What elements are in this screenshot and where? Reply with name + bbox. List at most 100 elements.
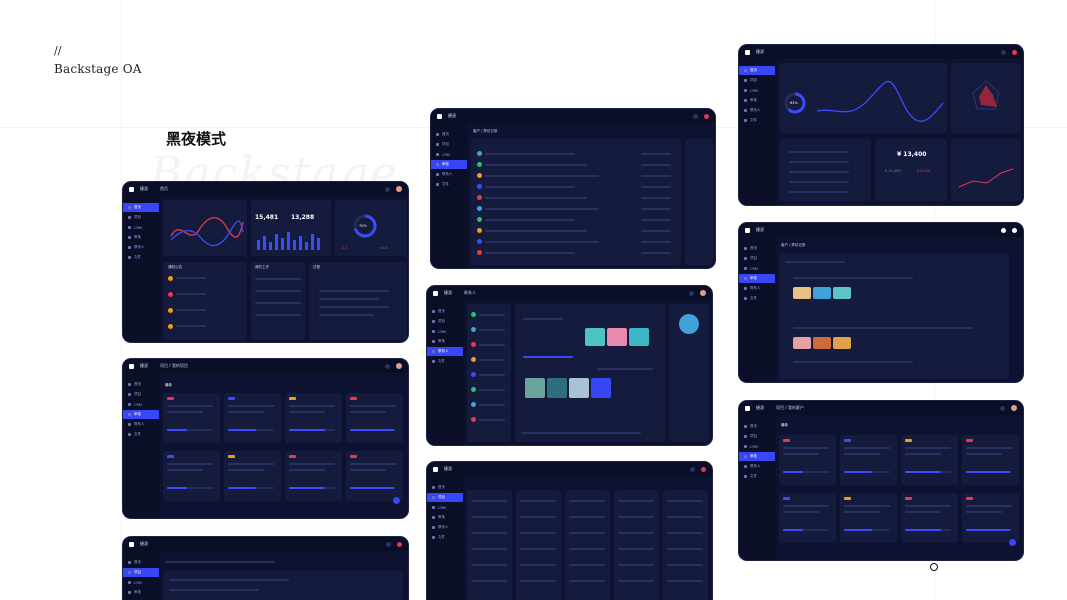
sidebar-item[interactable]: 联系人 <box>427 523 463 532</box>
close-icon[interactable] <box>1012 49 1017 55</box>
sidebar-item[interactable]: 项目 <box>739 254 775 263</box>
sidebar-item[interactable]: 首页 <box>739 422 775 431</box>
sidebar-item[interactable]: CRM <box>123 223 159 232</box>
sidebar-item[interactable]: 联系人 <box>739 462 775 471</box>
sidebar-item[interactable]: CRM <box>431 150 467 159</box>
sidebar-item[interactable]: 首页 <box>739 66 775 75</box>
card[interactable] <box>163 393 220 443</box>
sidebar-item[interactable]: 首页 <box>123 558 159 567</box>
avatar[interactable] <box>471 372 476 377</box>
avatar[interactable] <box>471 387 476 392</box>
card[interactable] <box>224 451 281 501</box>
card[interactable] <box>779 435 836 485</box>
circle-icon[interactable] <box>1001 227 1006 233</box>
sidebar-item[interactable]: CRM <box>427 503 463 512</box>
sidebar-item[interactable]: 审批 <box>427 337 463 346</box>
avatar[interactable] <box>1011 405 1017 411</box>
add-button[interactable] <box>1009 539 1016 546</box>
sidebar-item[interactable]: 项目 <box>431 140 467 149</box>
card[interactable] <box>962 493 1019 543</box>
list-item[interactable] <box>485 219 575 221</box>
sidebar-item[interactable]: 首页 <box>123 380 159 389</box>
card[interactable] <box>840 435 897 485</box>
sidebar-item[interactable]: 首页 <box>123 203 159 212</box>
sidebar-item[interactable]: 文件 <box>123 430 159 439</box>
close-icon[interactable] <box>704 113 709 119</box>
sidebar-item[interactable]: 审批 <box>123 410 159 419</box>
card[interactable] <box>346 451 403 501</box>
sidebar-item[interactable]: 项目 <box>739 432 775 441</box>
card[interactable] <box>779 493 836 543</box>
sidebar-item[interactable]: 首页 <box>431 130 467 139</box>
avatar[interactable] <box>471 417 476 422</box>
sidebar-item[interactable]: 文件 <box>427 357 463 366</box>
card[interactable] <box>962 435 1019 485</box>
avatar[interactable] <box>471 402 476 407</box>
gear-icon[interactable] <box>386 541 391 547</box>
gear-icon[interactable] <box>690 466 695 472</box>
gear-icon[interactable] <box>1001 49 1006 55</box>
avatar[interactable] <box>471 342 476 347</box>
card[interactable] <box>163 451 220 501</box>
search-icon[interactable] <box>693 113 698 119</box>
sidebar-item[interactable]: 文件 <box>739 472 775 481</box>
list-item[interactable] <box>485 153 575 155</box>
sidebar-item[interactable]: 文件 <box>739 116 775 125</box>
sidebar-item[interactable]: 审批 <box>123 588 159 597</box>
sidebar-item[interactable]: 文件 <box>431 180 467 189</box>
sidebar-item[interactable]: 审批 <box>739 452 775 461</box>
sidebar-item[interactable]: CRM <box>739 442 775 451</box>
sidebar-item[interactable]: 首页 <box>739 244 775 253</box>
sidebar-item[interactable]: 联系人 <box>431 170 467 179</box>
sidebar-item[interactable]: 项目 <box>123 213 159 222</box>
sidebar-item[interactable]: 联系人 <box>427 347 463 356</box>
avatar[interactable] <box>471 327 476 332</box>
card[interactable] <box>346 393 403 443</box>
card[interactable] <box>901 493 958 543</box>
sidebar-item[interactable]: 联系人 <box>739 106 775 115</box>
list-item[interactable] <box>485 197 587 199</box>
card[interactable] <box>840 493 897 543</box>
avatar[interactable] <box>396 186 402 192</box>
sidebar-item[interactable]: CRM <box>739 264 775 273</box>
search-icon[interactable] <box>1000 405 1005 411</box>
sidebar-item[interactable]: CRM <box>123 578 159 587</box>
sidebar-item[interactable]: 审批 <box>739 96 775 105</box>
list-item[interactable] <box>485 241 599 243</box>
sidebar-item[interactable]: 项目 <box>427 317 463 326</box>
sidebar-item[interactable]: 审批 <box>123 233 159 242</box>
list-item[interactable] <box>485 230 587 232</box>
sidebar-item[interactable]: 联系人 <box>739 284 775 293</box>
sidebar-item[interactable]: CRM <box>123 400 159 409</box>
sidebar-item[interactable]: 文件 <box>739 294 775 303</box>
sidebar-item[interactable]: CRM <box>427 327 463 336</box>
sidebar-item[interactable]: 项目 <box>123 568 159 577</box>
sidebar-item[interactable]: 项目 <box>427 493 463 502</box>
sidebar-item[interactable]: 联系人 <box>123 420 159 429</box>
sidebar-item[interactable]: CRM <box>739 86 775 95</box>
search-icon[interactable] <box>385 363 390 369</box>
sidebar-item[interactable]: 首页 <box>427 483 463 492</box>
avatar[interactable] <box>471 357 476 362</box>
avatar[interactable] <box>700 290 706 296</box>
avatar[interactable] <box>471 312 476 317</box>
sidebar-item[interactable]: 审批 <box>739 274 775 283</box>
list-item[interactable] <box>485 252 575 254</box>
search-icon[interactable] <box>689 290 694 296</box>
circle-icon[interactable] <box>1012 227 1017 233</box>
close-icon[interactable] <box>701 466 706 472</box>
search-icon[interactable] <box>385 186 390 192</box>
close-icon[interactable] <box>397 541 402 547</box>
add-button[interactable] <box>393 497 400 504</box>
sidebar-item[interactable]: 项目 <box>739 76 775 85</box>
sidebar-item[interactable]: 审批 <box>431 160 467 169</box>
sidebar-item[interactable]: 项目 <box>123 390 159 399</box>
sidebar-item[interactable]: 首页 <box>427 307 463 316</box>
sidebar-item[interactable]: 文件 <box>123 253 159 262</box>
list-item[interactable] <box>485 175 599 177</box>
sidebar-item[interactable]: 文件 <box>427 533 463 542</box>
card[interactable] <box>901 435 958 485</box>
sidebar-item[interactable]: 审批 <box>427 513 463 522</box>
list-item[interactable] <box>485 186 575 188</box>
list-item[interactable] <box>485 208 599 210</box>
